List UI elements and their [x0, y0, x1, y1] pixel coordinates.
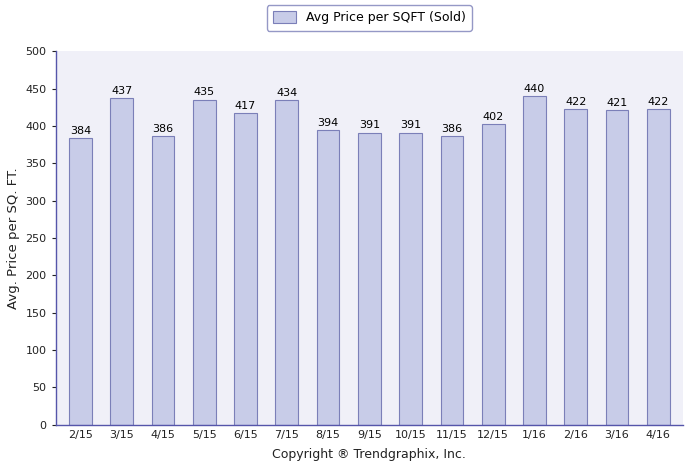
Text: 402: 402 [482, 112, 504, 122]
X-axis label: Copyright ® Trendgraphix, Inc.: Copyright ® Trendgraphix, Inc. [273, 448, 466, 461]
Text: 440: 440 [524, 84, 545, 94]
Bar [440, 136, 463, 425]
Text: 422: 422 [565, 97, 586, 107]
Bar [275, 101, 298, 425]
Bar [523, 96, 546, 425]
Text: 384: 384 [70, 125, 91, 136]
Text: 391: 391 [400, 120, 421, 131]
Bar [152, 136, 175, 425]
Text: 386: 386 [152, 124, 173, 134]
Bar [317, 131, 339, 425]
Bar [234, 113, 257, 425]
Text: 435: 435 [194, 88, 215, 97]
Text: 391: 391 [359, 120, 380, 131]
Y-axis label: Avg. Price per SQ. FT.: Avg. Price per SQ. FT. [7, 167, 20, 309]
Bar [400, 132, 422, 425]
Text: 422: 422 [648, 97, 669, 107]
Bar [110, 98, 133, 425]
Bar [358, 132, 381, 425]
Text: 434: 434 [276, 88, 297, 98]
Bar [69, 138, 92, 425]
Bar [564, 110, 587, 425]
Text: 437: 437 [111, 86, 132, 96]
Bar [482, 124, 504, 425]
Text: 394: 394 [317, 118, 339, 128]
Bar [647, 110, 669, 425]
Bar [606, 110, 629, 425]
Text: 421: 421 [607, 98, 628, 108]
Text: 386: 386 [442, 124, 462, 134]
Bar [193, 100, 215, 425]
Legend: Avg Price per SQFT (Sold): Avg Price per SQFT (Sold) [267, 5, 472, 30]
Text: 417: 417 [235, 101, 256, 111]
